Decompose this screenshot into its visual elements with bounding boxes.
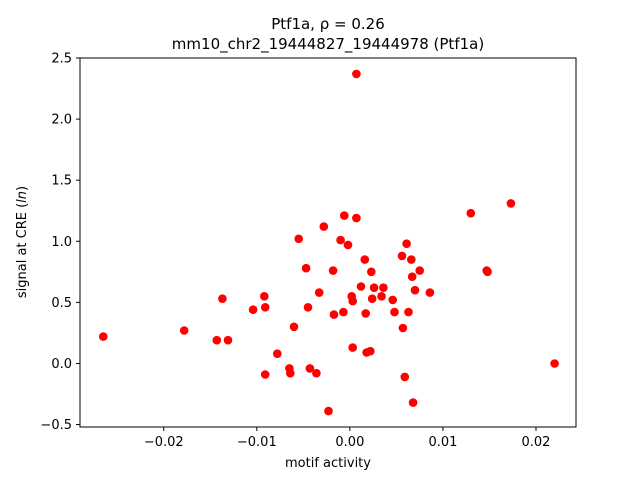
data-point — [356, 282, 366, 291]
data-point — [289, 322, 299, 332]
data-point — [294, 234, 304, 244]
data-point — [340, 211, 349, 220]
plot-frame — [79, 57, 577, 428]
data-point — [466, 208, 476, 218]
data-point — [286, 368, 295, 378]
data-point — [402, 239, 411, 248]
data-point — [506, 199, 516, 208]
points-layer — [99, 69, 559, 416]
data-point — [408, 398, 418, 407]
data-point — [390, 307, 399, 317]
data-point — [319, 222, 329, 231]
x-axis-label: motif activity — [285, 456, 371, 471]
data-point — [301, 263, 311, 273]
data-point — [367, 267, 376, 277]
x-tick-label: 0.01 — [428, 435, 457, 450]
y-axis-label: signal at CRE (ln) — [15, 186, 30, 298]
x-tick-label: −0.01 — [237, 435, 277, 450]
chart-title-line2: mm10_chr2_19444827_19444978 (Ptf1a) — [172, 35, 484, 54]
data-point — [339, 307, 348, 317]
data-point — [343, 240, 353, 250]
data-point — [397, 251, 407, 261]
data-point — [260, 370, 270, 379]
data-point — [312, 368, 321, 378]
data-point — [352, 69, 361, 79]
data-point — [328, 266, 338, 275]
data-point — [407, 255, 416, 264]
x-axis-ticks: −0.02 −0.01 0.00 0.01 0.02 — [144, 427, 551, 450]
y-tick-label: 2.5 — [51, 52, 72, 67]
y-tick-label: 2.0 — [51, 113, 72, 128]
data-point — [404, 307, 413, 317]
data-point — [400, 372, 410, 382]
data-point — [305, 364, 315, 373]
data-point — [348, 296, 358, 306]
data-point — [379, 283, 388, 293]
data-point — [260, 292, 269, 301]
data-point — [348, 343, 358, 352]
data-point — [415, 266, 425, 275]
y-tick-label: 0.0 — [51, 357, 72, 372]
y-tick-label: 1.0 — [51, 235, 72, 250]
x-tick-label: −0.02 — [144, 435, 184, 450]
data-point — [314, 288, 324, 297]
x-tick-label: 0.02 — [522, 435, 551, 450]
data-point — [407, 272, 417, 282]
data-point — [366, 346, 375, 356]
data-point — [324, 406, 333, 416]
y-tick-label: 1.5 — [51, 174, 72, 189]
y-axis-ticks: −0.5 0.0 0.5 1.0 1.5 2.0 2.5 — [40, 52, 80, 433]
data-point — [212, 335, 222, 345]
data-point — [99, 332, 108, 341]
data-point — [369, 283, 379, 293]
data-point — [352, 213, 361, 223]
data-point — [367, 294, 377, 304]
x-tick-label: 0.00 — [335, 435, 364, 450]
data-point — [425, 288, 435, 297]
data-point — [360, 255, 370, 264]
data-point — [303, 303, 313, 312]
data-point — [273, 349, 282, 359]
data-point — [388, 295, 398, 305]
data-point — [223, 335, 233, 345]
chart-title-line1: Ptf1a, ρ = 0.26 — [271, 15, 385, 33]
data-point — [398, 323, 408, 333]
data-point — [248, 305, 258, 315]
data-point — [260, 303, 270, 312]
data-point — [361, 309, 371, 318]
data-point — [377, 292, 386, 301]
data-point — [483, 267, 492, 277]
data-point — [218, 294, 227, 304]
y-tick-label: −0.5 — [40, 418, 72, 433]
data-point — [410, 285, 420, 295]
data-point — [179, 326, 189, 335]
data-point — [550, 359, 559, 368]
y-tick-label: 0.5 — [51, 296, 72, 311]
data-point — [336, 235, 345, 245]
data-point — [329, 310, 339, 319]
